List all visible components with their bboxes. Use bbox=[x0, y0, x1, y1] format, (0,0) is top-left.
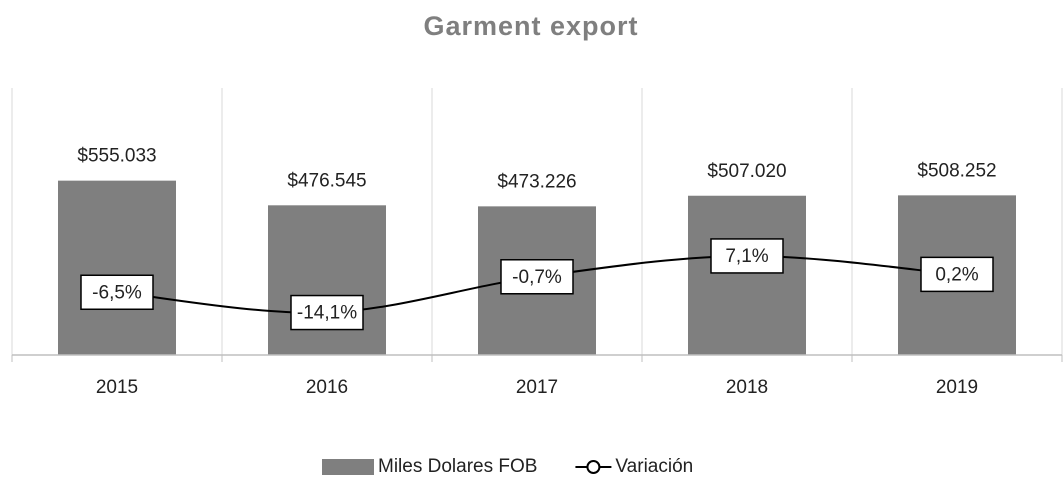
x-tick-label: 2015 bbox=[96, 377, 138, 398]
chart-title: Garment export bbox=[423, 11, 638, 41]
bar bbox=[268, 205, 386, 355]
line-label-box bbox=[500, 259, 574, 295]
bar-value-label: $507.020 bbox=[707, 161, 786, 182]
bar bbox=[58, 180, 176, 355]
line-label-box bbox=[920, 256, 994, 293]
legend-swatch bbox=[322, 459, 374, 475]
x-tick-label: 2016 bbox=[306, 377, 348, 398]
line-value-label: 7,1% bbox=[725, 246, 768, 267]
line-value-label: -0,7% bbox=[512, 267, 562, 288]
bar-value-label: $473.226 bbox=[497, 171, 576, 192]
legend-label: Miles Dolares FOB bbox=[378, 456, 537, 477]
line-label-box bbox=[290, 294, 364, 331]
line-label-box bbox=[80, 274, 154, 311]
bar-value-label: $555.033 bbox=[77, 146, 156, 167]
line-value-label: 0,2% bbox=[935, 264, 978, 285]
x-tick-label: 2018 bbox=[726, 377, 768, 398]
bar-value-label: $476.545 bbox=[287, 170, 366, 191]
line-label-box bbox=[710, 238, 784, 274]
legend-label: Variación bbox=[615, 456, 693, 477]
x-tick-label: 2017 bbox=[516, 377, 558, 398]
x-tick-label: 2019 bbox=[936, 377, 978, 398]
line-value-label: -14,1% bbox=[297, 303, 357, 324]
bar bbox=[688, 195, 806, 355]
bar-value-label: $508.252 bbox=[917, 160, 996, 181]
legend-marker bbox=[586, 460, 601, 474]
line-value-label: -6,5% bbox=[92, 282, 142, 303]
